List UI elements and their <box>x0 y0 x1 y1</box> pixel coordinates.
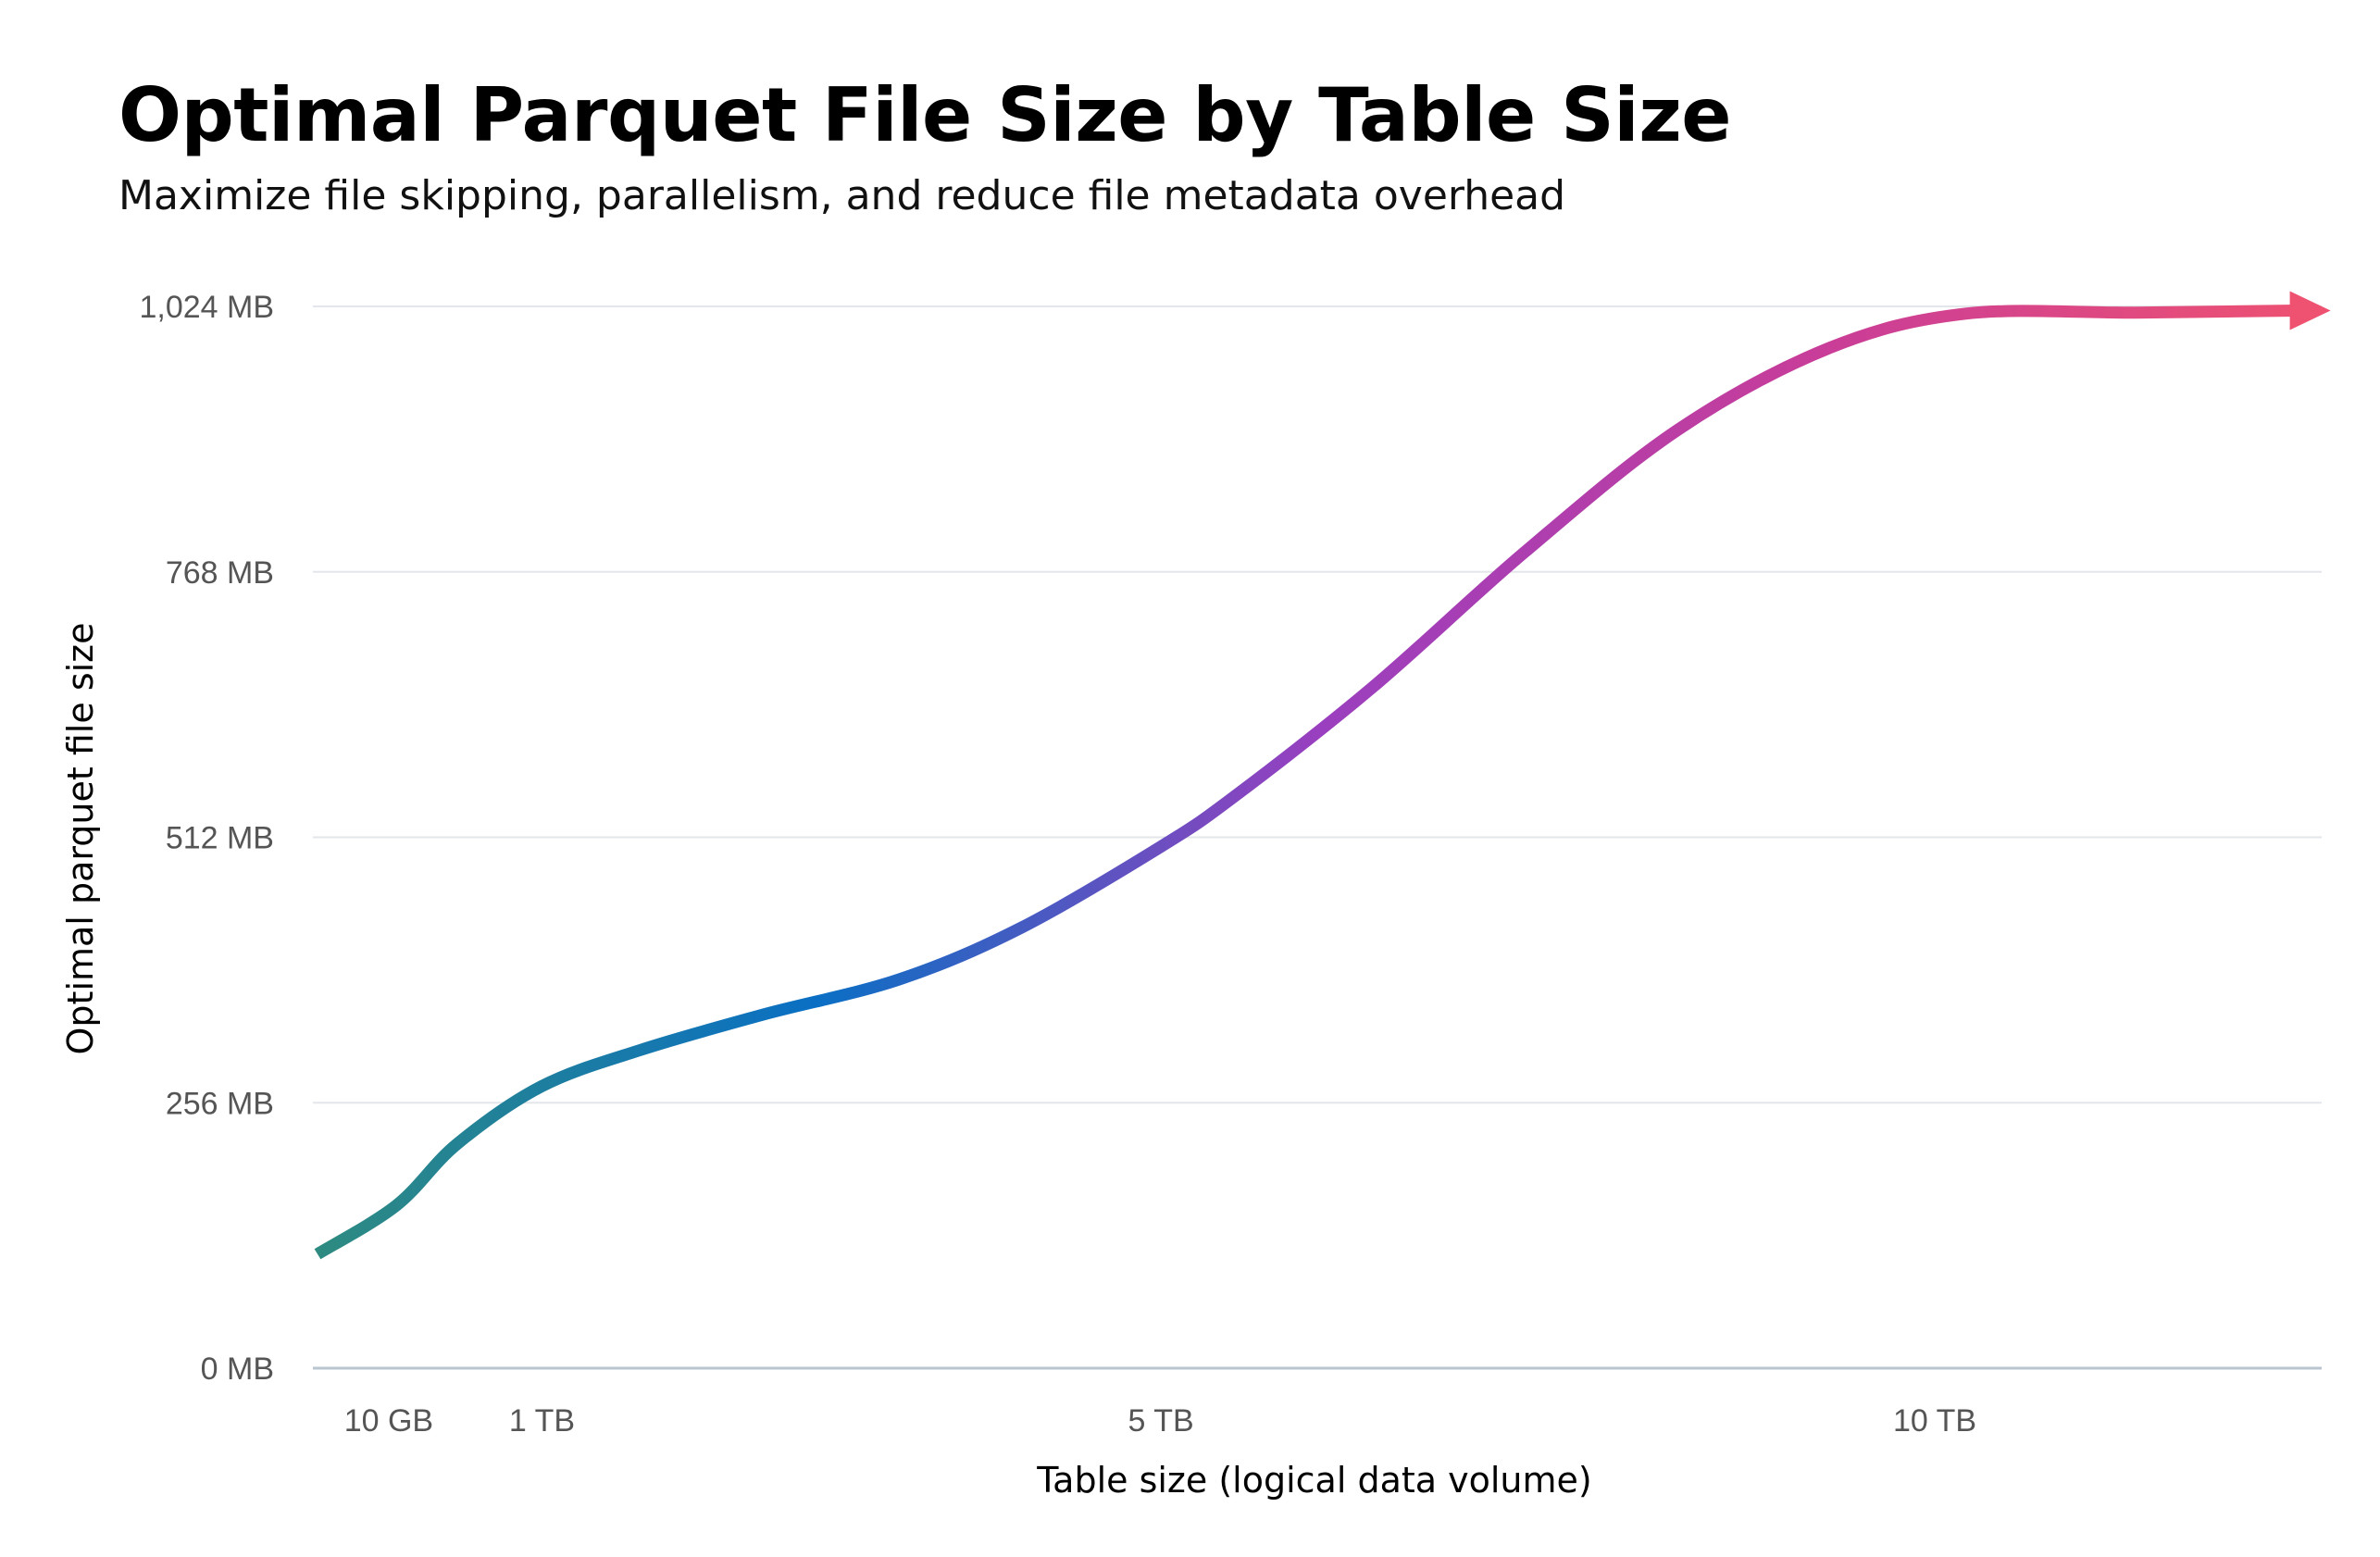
y-axis-label: Optimal parquet file size <box>60 623 101 1055</box>
y-tick-label: 1,024 MB <box>139 290 274 325</box>
y-tick-label: 512 MB <box>166 821 274 856</box>
y-tick-label: 768 MB <box>166 555 274 591</box>
y-tick-label: 256 MB <box>166 1086 274 1121</box>
chart-title: Optimal Parquet File Size by Table Size <box>118 72 1732 158</box>
x-tick-label: 1 TB <box>509 1403 575 1439</box>
x-tick-label: 10 GB <box>344 1403 433 1439</box>
series-line <box>314 304 2296 1260</box>
y-tick-label: 0 MB <box>201 1351 274 1387</box>
x-tick-label: 10 TB <box>1893 1403 1976 1439</box>
x-axis-label: Table size (logical data volume) <box>1036 1460 1592 1501</box>
x-tick-label: 5 TB <box>1128 1403 1194 1439</box>
arrow-head-icon <box>2289 291 2331 330</box>
chart-subtitle: Maximize file skipping, parallelism, and… <box>118 172 1566 219</box>
